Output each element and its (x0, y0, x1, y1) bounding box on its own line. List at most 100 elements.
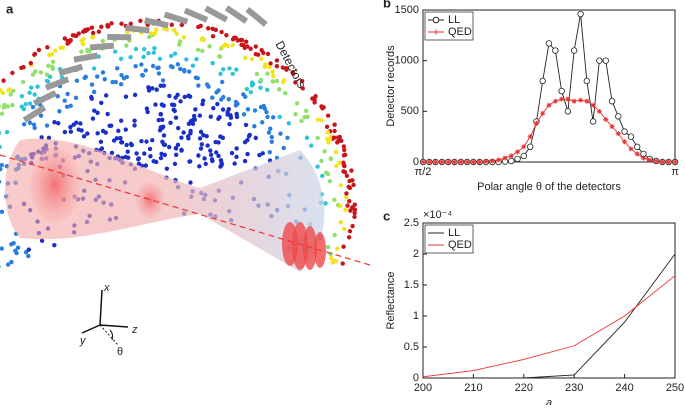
particle (267, 65, 272, 70)
particle (346, 184, 351, 190)
particle (333, 149, 339, 155)
particle (8, 92, 13, 97)
particle (90, 34, 96, 39)
particle (121, 76, 127, 81)
legend-marker (433, 29, 439, 35)
legend-box (424, 224, 474, 254)
particle (220, 107, 226, 112)
particle (266, 130, 272, 135)
particle (208, 152, 214, 158)
particle (243, 55, 248, 61)
particle (83, 74, 89, 79)
point (508, 153, 514, 159)
particle (68, 124, 73, 130)
particle (52, 119, 57, 125)
particle (234, 67, 239, 72)
particle (23, 101, 28, 107)
particle (233, 99, 239, 105)
particle (107, 123, 112, 129)
particle (200, 48, 205, 54)
particle (124, 142, 129, 148)
particle (50, 59, 56, 65)
legend-box (424, 11, 474, 41)
particle (197, 136, 203, 141)
particle (252, 108, 258, 113)
particle (255, 52, 261, 57)
particle (172, 161, 178, 167)
point (570, 47, 578, 54)
particle (253, 135, 258, 141)
particle (118, 81, 124, 87)
particle (57, 109, 62, 114)
detector (73, 52, 99, 63)
particle (259, 47, 264, 53)
point (483, 158, 489, 164)
illustration: a Detectors x z y θ (0, 1, 371, 358)
particle (345, 203, 350, 208)
particle (109, 150, 115, 156)
y-tick-label: 2.5 (404, 217, 419, 229)
particle (352, 214, 357, 220)
particle (167, 93, 172, 99)
detector (245, 6, 268, 27)
y-tick-label: 1 (413, 310, 419, 322)
particle (170, 64, 175, 70)
particle (10, 70, 15, 76)
particle (32, 92, 37, 97)
particle (327, 179, 333, 184)
particle (110, 79, 115, 85)
particle (210, 26, 215, 32)
particle (169, 22, 174, 28)
particle (218, 134, 223, 139)
particle (215, 101, 220, 107)
particle (351, 182, 356, 188)
particle (326, 140, 331, 145)
particle (207, 44, 212, 49)
particle (44, 123, 50, 128)
point (615, 113, 622, 120)
particle (315, 164, 320, 169)
particle (197, 113, 203, 118)
particle (2, 102, 7, 108)
particle (218, 158, 224, 163)
particle (5, 262, 11, 267)
particle (347, 229, 353, 234)
particle (158, 111, 163, 117)
y-multiplier: ×10⁻⁴ (423, 209, 452, 221)
point (565, 96, 571, 102)
particle (133, 63, 138, 69)
particle (221, 67, 226, 72)
particle (172, 108, 177, 114)
particle (259, 56, 264, 61)
particle (99, 146, 105, 151)
particle (319, 118, 324, 123)
particle (325, 130, 331, 135)
particle (0, 166, 3, 172)
particle (252, 124, 257, 129)
particle (320, 173, 325, 179)
point (533, 120, 539, 126)
point (653, 158, 659, 164)
particle (68, 129, 74, 134)
particle (115, 66, 120, 71)
point (608, 97, 616, 105)
particle (28, 85, 34, 90)
particle (205, 26, 211, 31)
particle (6, 88, 11, 93)
particle (39, 238, 45, 243)
particle (100, 70, 106, 75)
particle (168, 120, 173, 126)
point (640, 155, 646, 161)
particle (208, 148, 213, 153)
particle (83, 27, 88, 33)
particle (11, 241, 16, 246)
x-axis-label: a (546, 397, 552, 405)
particle (166, 144, 172, 150)
point (584, 98, 590, 104)
point (634, 151, 640, 157)
particle (234, 154, 239, 160)
particle (118, 118, 124, 123)
point (546, 102, 552, 108)
particle (200, 36, 205, 41)
particle (224, 32, 229, 38)
